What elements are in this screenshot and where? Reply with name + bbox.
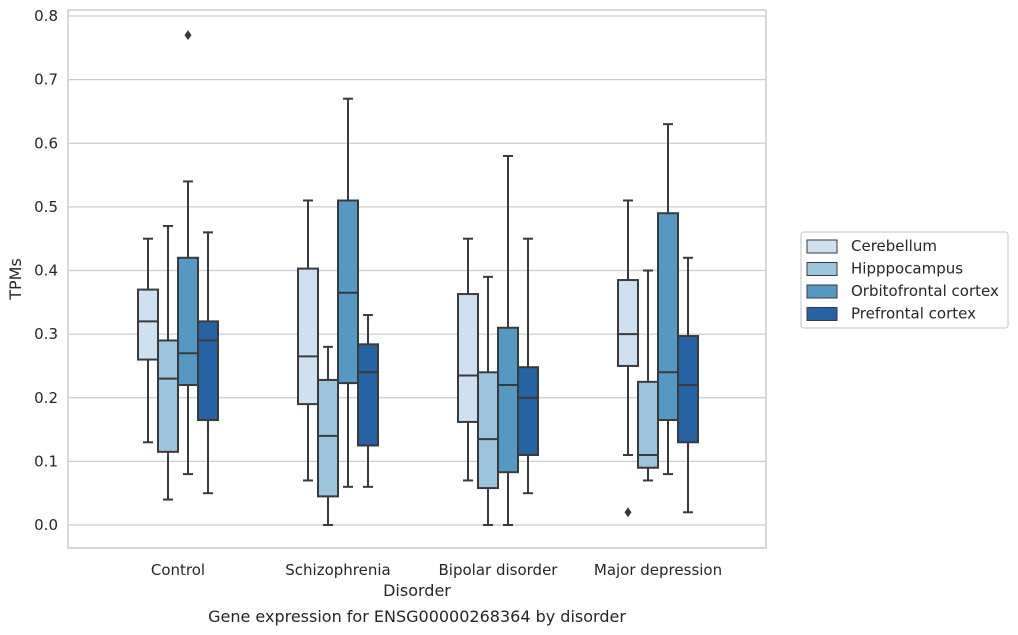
box-iqr	[137, 288, 159, 361]
box-prefrontal-cortex	[517, 237, 539, 495]
legend-swatch	[806, 239, 838, 254]
y-tick-label: 0.5	[34, 198, 58, 216]
legend-label: Hipppocampus	[851, 260, 963, 278]
legend: Cerebellum Hipppocampus Orbitofrontal cort…	[800, 231, 1009, 329]
box-iqr	[657, 212, 679, 422]
box-iqr	[517, 366, 539, 457]
y-tick-label: 0.6	[34, 134, 58, 152]
outlier-point	[624, 507, 632, 518]
box-hipppocampus	[157, 224, 179, 501]
y-tick-label: 0.7	[34, 71, 58, 89]
box-iqr	[297, 267, 319, 406]
legend-swatch	[806, 307, 838, 321]
legend-swatch	[806, 262, 838, 276]
box-iqr	[497, 326, 519, 474]
box-iqr	[477, 371, 499, 490]
box-prefrontal-cortex	[677, 256, 699, 514]
y-tick-label: 0.2	[34, 389, 58, 407]
box-cerebellum	[457, 237, 479, 482]
box-iqr	[457, 293, 479, 423]
outlier-point	[184, 30, 192, 41]
plot-area: 0.0 0.1 0.2 0.3 0.4 0.5 0.6 0.7 0.8 Control Schizo…	[34, 7, 767, 579]
box-iqr	[177, 256, 199, 387]
box-cerebellum	[137, 237, 159, 444]
box-orbitofrontal-cortex	[497, 154, 519, 526]
box-iqr	[677, 335, 699, 444]
box-iqr	[617, 279, 639, 367]
x-tick-label: Major depression	[594, 561, 722, 579]
legend-frame	[800, 231, 1009, 329]
box-orbitofrontal-cortex	[337, 97, 359, 488]
legend-swatch	[806, 284, 838, 299]
x-tick-label: Bipolar disorder	[439, 561, 559, 579]
box-prefrontal-cortex	[197, 231, 219, 495]
box-cerebellum	[617, 199, 639, 518]
box-hipppocampus	[637, 269, 659, 482]
y-tick-label: 0.3	[34, 325, 58, 343]
figure-caption: Gene expression for ENSG00000268364 by d…	[208, 607, 626, 626]
legend-label: Prefrontal cortex	[851, 305, 976, 323]
y-tick-label: 0.8	[34, 7, 58, 25]
x-tick-label: Control	[151, 561, 205, 579]
box-iqr	[357, 343, 379, 447]
box-iqr	[197, 320, 219, 422]
box-orbitofrontal-cortex	[657, 123, 679, 476]
y-tick-label: 0.1	[34, 452, 58, 470]
y-tick-label: 0.0	[34, 516, 58, 534]
box-cerebellum	[297, 199, 319, 482]
box-hipppocampus	[317, 345, 339, 526]
x-tick-label: Schizophrenia	[285, 561, 390, 579]
box-iqr	[637, 380, 659, 469]
y-tick-label: 0.4	[34, 262, 58, 280]
y-axis-title: TPMs	[6, 258, 25, 301]
box-iqr	[317, 378, 339, 498]
legend-label: Orbitofrontal cortex	[851, 282, 999, 300]
box-prefrontal-cortex	[357, 314, 379, 488]
box-iqr	[157, 339, 179, 453]
x-axis-title: Disorder	[383, 581, 451, 600]
legend-label: Cerebellum	[851, 237, 937, 255]
plot-frame	[67, 9, 767, 549]
box-hipppocampus	[477, 275, 499, 526]
